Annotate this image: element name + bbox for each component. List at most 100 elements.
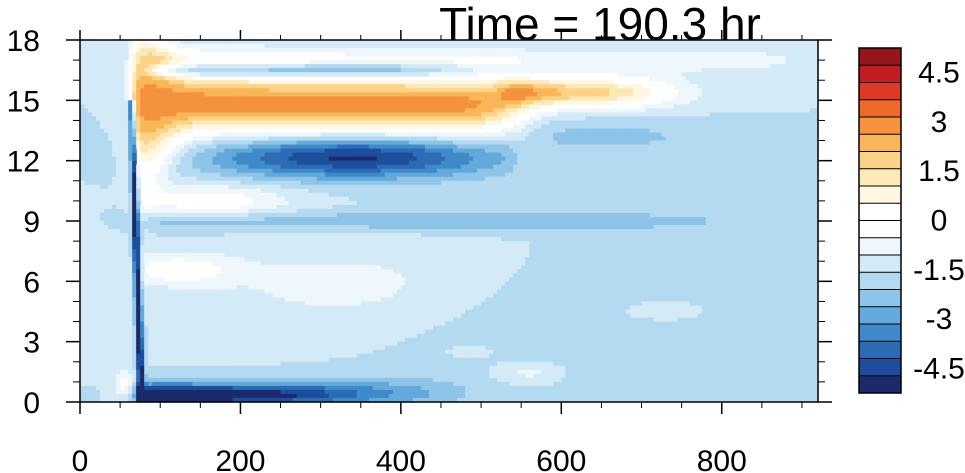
- heatmap-cell: [192, 148, 197, 154]
- heatmap-cell: [104, 132, 109, 138]
- heatmap-cell: [781, 60, 787, 65]
- heatmap-cell: [493, 44, 498, 49]
- heatmap-cell: [108, 104, 113, 109]
- heatmap-cell: [120, 132, 125, 138]
- heatmap-cell: [725, 60, 731, 65]
- heatmap-cell: [352, 116, 358, 122]
- heatmap-cell: [228, 112, 234, 118]
- heatmap-cell: [753, 156, 759, 162]
- heatmap-cell: [513, 140, 518, 146]
- heatmap-cell: [561, 60, 566, 65]
- heatmap-cell: [485, 88, 490, 93]
- heatmap-cell: [432, 112, 438, 118]
- heatmap-cell: [144, 72, 149, 77]
- heatmap-cell: [577, 60, 582, 65]
- heatmap-cell: [160, 92, 165, 97]
- heatmap-cell: [292, 160, 298, 166]
- heatmap-cell: [152, 76, 157, 81]
- heatmap-cell: [813, 100, 819, 105]
- heatmap-cell: [248, 116, 254, 122]
- heatmap-cell: [453, 68, 458, 73]
- heatmap-cell: [204, 160, 209, 166]
- heatmap-cell: [469, 52, 474, 57]
- heatmap-cell: [344, 44, 350, 49]
- heatmap-cell: [144, 156, 149, 162]
- heatmap-cell: [561, 132, 566, 138]
- heatmap-cell: [485, 104, 490, 109]
- heatmap-cell: [585, 88, 590, 93]
- heatmap-cell: [805, 40, 811, 45]
- heatmap-cell: [244, 152, 250, 158]
- heatmap-cell: [733, 44, 739, 49]
- heatmap-cell: [749, 140, 755, 146]
- heatmap-cell: [184, 128, 189, 134]
- heatmap-cell: [613, 92, 619, 97]
- heatmap-cell: [372, 84, 378, 89]
- heatmap-cell: [465, 52, 470, 57]
- heatmap-cell: [200, 72, 205, 77]
- heatmap-cell: [525, 92, 530, 97]
- heatmap-cell: [573, 92, 578, 97]
- heatmap-cell: [669, 128, 675, 134]
- heatmap-cell: [785, 144, 791, 150]
- heatmap-cell: [112, 80, 117, 85]
- heatmap-cell: [404, 80, 410, 85]
- heatmap-cell: [721, 64, 727, 69]
- heatmap-cell: [461, 112, 466, 118]
- heatmap-cell: [80, 104, 85, 109]
- heatmap-cell: [436, 80, 442, 85]
- heatmap-cell: [505, 48, 510, 53]
- heatmap-cell: [420, 156, 426, 162]
- heatmap-cell: [581, 108, 586, 113]
- heatmap-cell: [477, 144, 482, 150]
- heatmap-cell: [561, 136, 566, 142]
- heatmap-cell: [244, 112, 250, 118]
- heatmap-cell: [729, 64, 735, 69]
- heatmap-cell: [408, 104, 414, 109]
- heatmap-cell: [340, 156, 346, 162]
- heatmap-cell: [697, 156, 703, 162]
- heatmap-cell: [681, 80, 687, 85]
- heatmap-cell: [264, 144, 270, 150]
- heatmap-cell: [673, 76, 679, 81]
- heatmap-cell: [100, 80, 105, 85]
- heatmap-cell: [156, 104, 161, 109]
- heatmap-cell: [725, 72, 731, 77]
- heatmap-cell: [793, 148, 799, 154]
- heatmap-cell: [717, 76, 723, 81]
- heatmap-cell: [368, 116, 374, 122]
- heatmap-cell: [96, 132, 101, 138]
- heatmap-cell: [228, 40, 234, 45]
- heatmap-cell: [553, 152, 558, 158]
- heatmap-cell: [613, 64, 619, 69]
- heatmap-cell: [120, 100, 125, 105]
- heatmap-cell: [489, 144, 494, 150]
- heatmap-cell: [400, 152, 406, 158]
- heatmap-cell: [196, 40, 201, 45]
- heatmap-cell: [701, 108, 707, 113]
- heatmap-cell: [444, 140, 450, 146]
- heatmap-cell: [749, 56, 755, 61]
- heatmap-cell: [465, 148, 470, 154]
- heatmap-cell: [653, 72, 659, 77]
- heatmap-cell: [461, 84, 466, 89]
- heatmap-cell: [549, 88, 554, 93]
- heatmap-cell: [697, 104, 703, 109]
- heatmap-cell: [805, 44, 811, 49]
- heatmap-cell: [597, 92, 603, 97]
- heatmap-cell: [457, 84, 462, 89]
- heatmap-cell: [424, 72, 430, 77]
- heatmap-cell: [152, 96, 157, 101]
- heatmap-cell: [316, 120, 322, 126]
- heatmap-cell: [669, 56, 675, 61]
- heatmap-cell: [453, 124, 458, 130]
- heatmap-cell: [376, 152, 382, 158]
- heatmap-cell: [665, 40, 671, 45]
- heatmap-cell: [677, 136, 683, 142]
- heatmap-cell: [577, 156, 582, 162]
- heatmap-cell: [457, 92, 462, 97]
- heatmap-cell: [689, 52, 695, 57]
- heatmap-cell: [420, 48, 426, 53]
- heatmap-cell: [164, 60, 169, 65]
- heatmap-cell: [521, 128, 526, 134]
